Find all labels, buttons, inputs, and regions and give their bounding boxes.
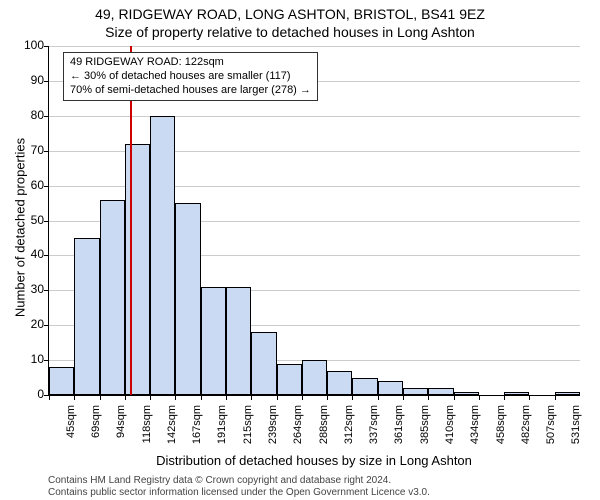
- y-tick-label: 50: [8, 213, 44, 227]
- x-tick-mark: [150, 395, 151, 400]
- y-tick-label: 10: [8, 352, 44, 366]
- x-tick-label: 531sqm: [570, 405, 582, 445]
- x-tick-label: 288sqm: [318, 405, 330, 445]
- histogram-bar: [49, 367, 74, 395]
- x-tick-mark: [504, 395, 505, 400]
- x-tick-mark: [175, 395, 176, 400]
- x-tick-label: 239sqm: [267, 405, 279, 445]
- histogram-bar: [175, 203, 200, 395]
- x-tick-label: 410sqm: [444, 405, 456, 445]
- histogram-bar: [403, 388, 428, 395]
- x-tick-mark: [277, 395, 278, 400]
- footer-line2: Contains public sector information licen…: [48, 487, 430, 498]
- x-tick-label: 167sqm: [191, 405, 203, 445]
- x-tick-label: 434sqm: [469, 405, 481, 445]
- x-tick-mark: [555, 395, 556, 400]
- x-tick-label: 385sqm: [419, 405, 431, 445]
- x-tick-label: 142sqm: [166, 405, 178, 445]
- annotation-box: 49 RIDGEWAY ROAD: 122sqm ← 30% of detach…: [63, 52, 318, 101]
- x-tick-mark: [226, 395, 227, 400]
- y-tick-label: 80: [8, 108, 44, 122]
- annotation-line: ← 30% of detached houses are smaller (11…: [70, 70, 311, 84]
- footer-line1: Contains HM Land Registry data © Crown c…: [48, 475, 391, 486]
- y-tick-label: 100: [8, 38, 44, 52]
- x-tick-label: 337sqm: [368, 405, 380, 445]
- histogram-bar: [378, 381, 403, 395]
- x-tick-label: 45sqm: [65, 405, 77, 445]
- x-tick-mark: [74, 395, 75, 400]
- y-tick-mark: [44, 255, 49, 256]
- y-tick-mark: [44, 46, 49, 47]
- x-tick-mark: [378, 395, 379, 400]
- x-tick-label: 507sqm: [545, 405, 557, 445]
- y-tick-mark: [44, 360, 49, 361]
- histogram-bar: [277, 364, 302, 395]
- x-tick-label: 361sqm: [393, 405, 405, 445]
- x-tick-label: 191sqm: [216, 405, 228, 445]
- histogram-bar: [100, 200, 125, 395]
- plot-area: 49 RIDGEWAY ROAD: 122sqm ← 30% of detach…: [48, 46, 580, 396]
- y-tick-label: 20: [8, 317, 44, 331]
- annotation-line: 49 RIDGEWAY ROAD: 122sqm: [70, 56, 311, 70]
- y-tick-label: 60: [8, 178, 44, 192]
- histogram-bar: [74, 238, 99, 395]
- annotation-line: 70% of semi-detached houses are larger (…: [70, 84, 311, 98]
- gridline: [49, 46, 580, 47]
- histogram-bar: [125, 144, 150, 395]
- histogram-bar: [428, 388, 453, 395]
- y-tick-mark: [44, 81, 49, 82]
- x-tick-label: 69sqm: [90, 405, 102, 445]
- x-tick-mark: [529, 395, 530, 400]
- y-tick-mark: [44, 186, 49, 187]
- x-tick-mark: [352, 395, 353, 400]
- x-tick-mark: [201, 395, 202, 400]
- x-tick-label: 118sqm: [141, 405, 153, 445]
- y-tick-label: 0: [8, 387, 44, 401]
- y-tick-mark: [44, 290, 49, 291]
- x-tick-label: 458sqm: [495, 405, 507, 445]
- histogram-bar: [251, 332, 276, 395]
- histogram-bar: [226, 287, 251, 395]
- x-tick-mark: [49, 395, 50, 400]
- histogram-bar: [352, 378, 377, 395]
- y-tick-label: 30: [8, 282, 44, 296]
- y-tick-mark: [44, 325, 49, 326]
- histogram-bar: [150, 116, 175, 395]
- histogram-bar: [504, 392, 529, 395]
- x-tick-mark: [428, 395, 429, 400]
- chart-container: 49, RIDGEWAY ROAD, LONG ASHTON, BRISTOL,…: [0, 0, 600, 500]
- x-tick-mark: [251, 395, 252, 400]
- y-tick-mark: [44, 221, 49, 222]
- histogram-bar: [302, 360, 327, 395]
- y-tick-label: 70: [8, 143, 44, 157]
- chart-title-line1: 49, RIDGEWAY ROAD, LONG ASHTON, BRISTOL,…: [0, 6, 580, 22]
- x-axis-label: Distribution of detached houses by size …: [48, 453, 580, 468]
- x-tick-mark: [454, 395, 455, 400]
- x-tick-mark: [100, 395, 101, 400]
- x-tick-mark: [403, 395, 404, 400]
- histogram-bar: [327, 371, 352, 395]
- x-tick-label: 94sqm: [115, 405, 127, 445]
- x-tick-label: 264sqm: [292, 405, 304, 445]
- histogram-bar: [555, 392, 580, 395]
- x-tick-label: 215sqm: [242, 405, 254, 445]
- y-tick-mark: [44, 116, 49, 117]
- x-tick-label: 312sqm: [343, 405, 355, 445]
- y-tick-label: 90: [8, 73, 44, 87]
- y-tick-label: 40: [8, 247, 44, 261]
- gridline: [49, 116, 580, 117]
- x-tick-mark: [479, 395, 480, 400]
- x-tick-mark: [327, 395, 328, 400]
- x-tick-label: 482sqm: [520, 405, 532, 445]
- chart-title-line2: Size of property relative to detached ho…: [0, 24, 580, 40]
- x-tick-mark: [125, 395, 126, 400]
- histogram-bar: [454, 392, 479, 395]
- x-tick-mark: [302, 395, 303, 400]
- histogram-bar: [201, 287, 226, 395]
- y-tick-mark: [44, 151, 49, 152]
